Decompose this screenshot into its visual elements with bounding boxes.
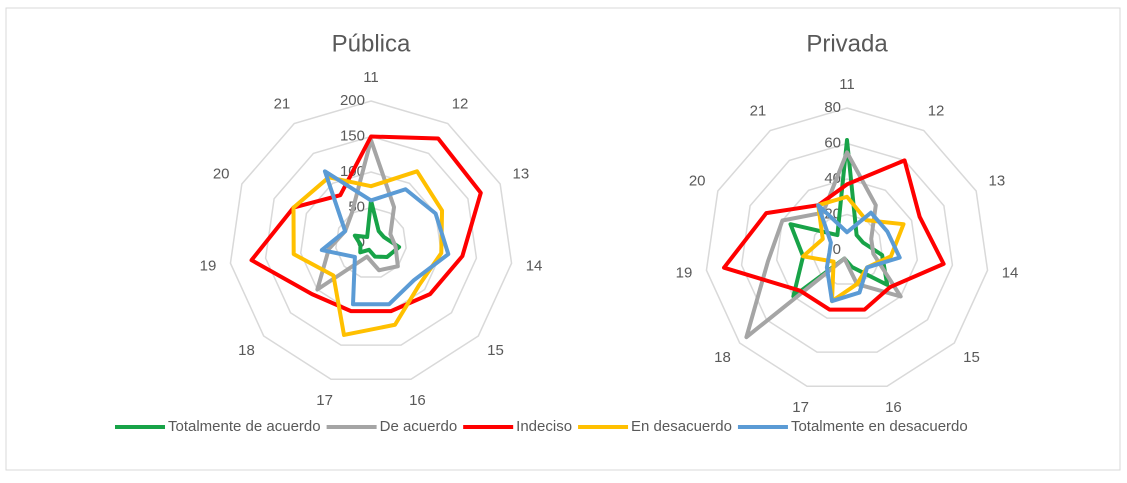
grid-line (775, 178, 919, 319)
category-label: 15 (487, 342, 504, 359)
category-label: 15 (963, 349, 980, 366)
category-label: 11 (839, 76, 855, 93)
category-label: 12 (452, 95, 469, 112)
chart-title: Privada (806, 30, 888, 57)
grid-line (264, 135, 478, 346)
y-tick-label: 60 (824, 134, 841, 151)
y-tick-label: 200 (340, 92, 365, 109)
series-line (315, 138, 400, 292)
series-line (319, 169, 451, 307)
chart-title: Pública (332, 30, 411, 57)
category-label: 12 (928, 102, 945, 119)
legend-label: En desacuerdo (631, 418, 732, 435)
y-tick-label: 20 (824, 205, 841, 222)
category-label: 14 (526, 257, 543, 274)
legend-label: Indeciso (516, 418, 572, 435)
grid-line (335, 206, 407, 278)
category-label: 13 (988, 173, 1005, 190)
grid-line (740, 142, 954, 353)
legend-label: De acuerdo (380, 418, 458, 435)
category-label: 17 (792, 399, 809, 416)
grid-line (705, 107, 989, 387)
category-label: 11 (363, 69, 379, 86)
category-label: 16 (409, 392, 426, 409)
y-tick-label: 80 (824, 99, 841, 116)
category-label: 20 (689, 173, 706, 190)
category-label: 18 (238, 342, 255, 359)
y-tick-label: 0 (833, 241, 841, 258)
series-line (291, 169, 445, 337)
category-label: 14 (1002, 264, 1019, 281)
chart-frame (5, 7, 1121, 471)
series-line (249, 134, 483, 314)
series-line (722, 158, 946, 312)
y-tick-label: 150 (340, 127, 365, 144)
category-label: 20 (213, 166, 230, 183)
category-label: 17 (316, 392, 333, 409)
grid-line (811, 213, 883, 285)
category-label: 18 (714, 349, 731, 366)
category-label: 21 (750, 102, 767, 119)
grid-line (229, 100, 513, 380)
series-line (352, 198, 402, 259)
category-label: 19 (200, 257, 217, 274)
category-label: 13 (512, 166, 529, 183)
series-line (744, 150, 903, 340)
legend-label: Totalmente en desacuerdo (791, 418, 968, 435)
category-label: 19 (676, 264, 693, 281)
series-line (816, 203, 902, 304)
legend-label: Totalmente de acuerdo (168, 418, 321, 435)
category-label: 21 (274, 95, 291, 112)
series-line (801, 194, 906, 304)
category-label: 16 (885, 399, 902, 416)
